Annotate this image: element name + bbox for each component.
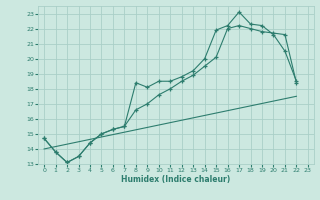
X-axis label: Humidex (Indice chaleur): Humidex (Indice chaleur)	[121, 175, 231, 184]
